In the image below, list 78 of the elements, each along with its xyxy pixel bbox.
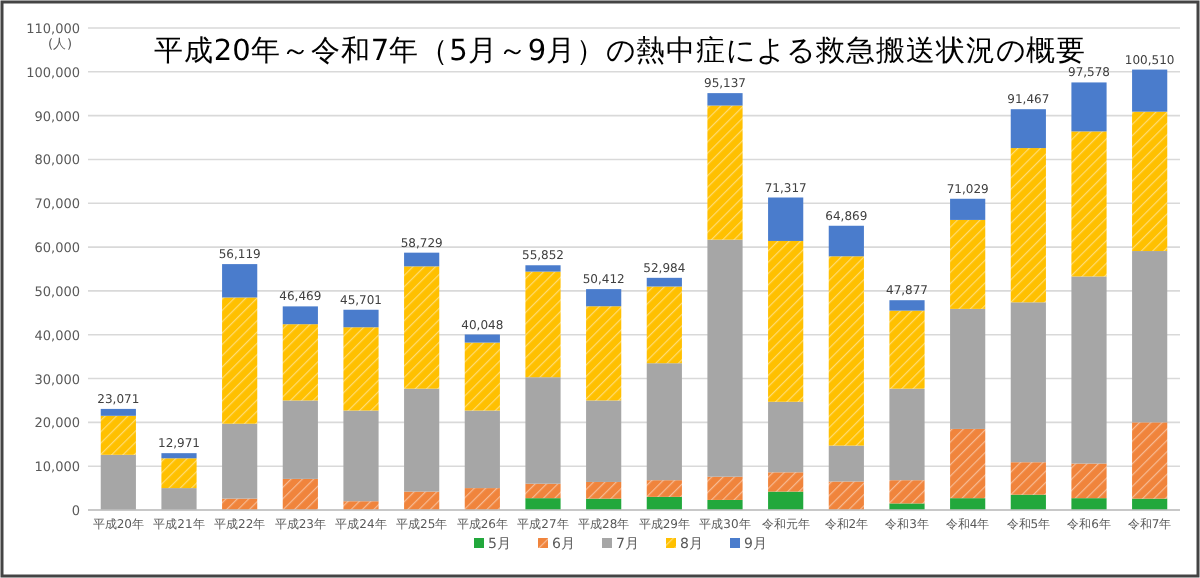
bar <box>707 93 743 106</box>
bar <box>768 401 804 473</box>
bar <box>646 363 682 481</box>
bar <box>828 481 864 510</box>
bar <box>161 453 197 459</box>
bar <box>100 408 136 416</box>
bar <box>889 480 925 504</box>
bar <box>1132 422 1168 499</box>
bar <box>282 400 318 479</box>
bar <box>950 198 986 220</box>
bar <box>707 499 743 510</box>
bar <box>100 454 136 510</box>
bar <box>1010 462 1046 495</box>
bar <box>464 334 500 343</box>
bar <box>525 377 561 484</box>
bar <box>646 480 682 497</box>
bar <box>828 256 864 446</box>
bar <box>586 289 622 307</box>
bar <box>404 491 440 510</box>
bar <box>889 503 925 510</box>
bar <box>282 478 318 510</box>
bar <box>282 306 318 325</box>
bar <box>768 240 804 402</box>
bar <box>464 410 500 489</box>
bar <box>707 105 743 240</box>
bar <box>100 415 136 455</box>
bar <box>464 342 500 411</box>
bar <box>768 491 804 510</box>
bar <box>707 476 743 500</box>
bar <box>161 458 197 489</box>
bar <box>950 498 986 510</box>
bar <box>828 225 864 257</box>
bar <box>1010 148 1046 303</box>
bar <box>889 300 925 311</box>
bar <box>1132 251 1168 423</box>
bar <box>343 410 379 502</box>
bar <box>404 266 440 389</box>
bar <box>1071 131 1107 277</box>
bar <box>464 488 500 510</box>
bar <box>768 472 804 492</box>
bar <box>768 197 804 241</box>
bar <box>525 265 561 272</box>
bar <box>404 388 440 492</box>
bar <box>1010 302 1046 463</box>
bar <box>950 428 986 499</box>
bar <box>889 310 925 389</box>
bar <box>1010 494 1046 510</box>
bar <box>161 488 197 510</box>
bar <box>343 327 379 411</box>
bar <box>222 297 258 424</box>
bar <box>343 501 379 510</box>
bar <box>1010 109 1046 149</box>
bar <box>586 400 622 482</box>
bar <box>525 498 561 510</box>
bar <box>525 483 561 499</box>
bar <box>828 445 864 482</box>
bar <box>707 239 743 477</box>
bar <box>1071 463 1107 499</box>
bar <box>343 309 379 328</box>
bar <box>646 277 682 287</box>
bar <box>889 388 925 481</box>
bar <box>950 308 986 429</box>
bar <box>404 252 440 267</box>
bar <box>1071 82 1107 132</box>
bar <box>222 264 258 298</box>
bar <box>586 306 622 401</box>
bar <box>646 496 682 510</box>
bar <box>950 219 986 309</box>
bar <box>1071 276 1107 464</box>
bar <box>525 271 561 378</box>
bar <box>586 481 622 499</box>
bar <box>222 423 258 499</box>
bar <box>646 286 682 364</box>
bar <box>1132 69 1168 112</box>
bar <box>1132 111 1168 252</box>
bar <box>282 324 318 401</box>
chart-title: 平成20年～令和7年（5月～9月）の熱中症による救急搬送状況の概要 <box>153 34 1087 68</box>
bar <box>1071 498 1107 510</box>
